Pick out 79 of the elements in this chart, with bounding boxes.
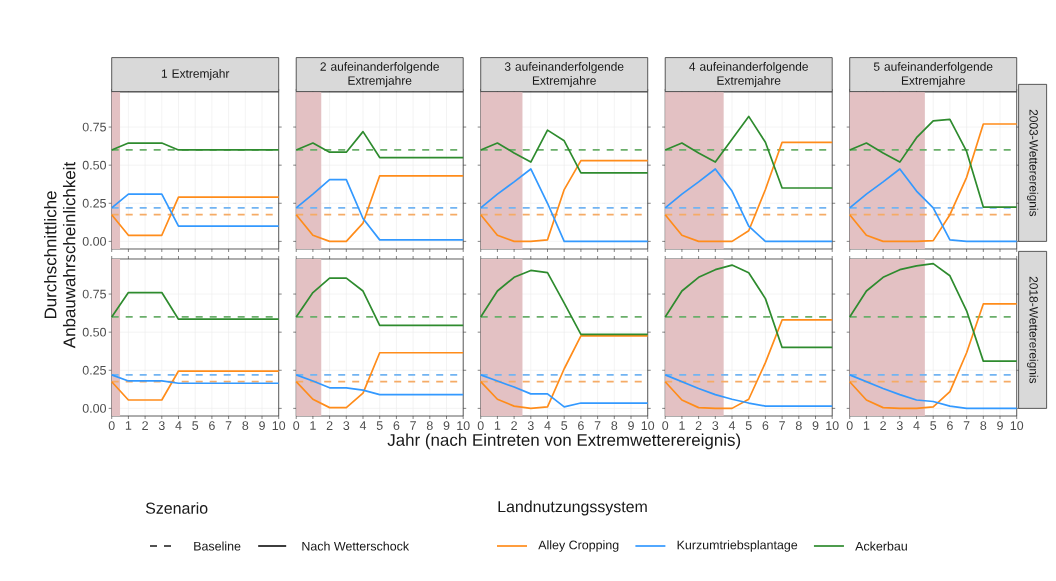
x-tick-label: 9	[628, 421, 634, 431]
y-tick-label: 0.00	[82, 403, 107, 413]
x-tick-label: 9	[443, 421, 450, 431]
x-tick-label: 8	[611, 421, 618, 431]
x-tick-label: 8	[242, 421, 249, 431]
x-tick-label: 5	[192, 421, 199, 430]
y-tick-label: 0.50	[82, 327, 107, 337]
x-tick-label: 6	[393, 421, 400, 431]
x-tick-label: 0	[108, 421, 115, 431]
x-axis-title: Jahr (nach Eintreten von Extremwetterereignis)	[387, 433, 741, 450]
text: Baseline	[194, 541, 241, 551]
x-tick-label: 0	[477, 421, 484, 431]
x-tick-label: 4	[359, 421, 367, 430]
x-tick-label: 4	[913, 421, 920, 430]
x-tick-label: 7	[225, 421, 232, 430]
y-tick-label: 0.00	[82, 236, 107, 246]
x-tick-label: 6	[762, 421, 769, 431]
x-tick-label: 6	[947, 421, 953, 431]
x-tick-label: 8	[980, 421, 987, 431]
x-tick-label: 10	[1010, 421, 1024, 431]
y-tick-label: 0.75	[82, 122, 106, 132]
x-tick-label: 7	[779, 421, 785, 430]
text: 2018-Wetterereignis	[1027, 276, 1039, 384]
x-tick-label: 7	[594, 421, 601, 430]
x-tick-label: 1	[863, 421, 870, 430]
legend-label: Ackerbau	[855, 541, 907, 551]
legend-label: Kurzumtriebsplantage	[677, 540, 798, 552]
x-tick-label: 3	[527, 421, 534, 431]
x-tick-label: 6	[578, 421, 584, 431]
chart-title: 3 aufeinanderfolgende Extremjahre	[504, 62, 624, 88]
chart-title: 2 aufeinanderfolgende Extremjahre	[320, 62, 439, 88]
x-tick-label: 4	[544, 421, 551, 430]
x-tick-label: 1	[125, 421, 132, 430]
x-tick-label: 9	[812, 421, 819, 431]
x-tick-label: 4	[175, 421, 182, 430]
x-tick-label: 6	[209, 421, 215, 431]
x-tick-label: 5	[561, 421, 568, 430]
x-tick-label: 0	[293, 421, 300, 431]
x-tick-label: 10	[457, 421, 470, 431]
x-tick-label: 7	[410, 421, 416, 430]
x-tick-label: 2	[695, 421, 702, 430]
x-tick-label: 2	[511, 421, 517, 430]
legend-label: Alley Cropping	[538, 540, 619, 552]
chart-title: 1 Extremjahr	[161, 69, 230, 81]
x-tick-label: 5	[376, 421, 383, 430]
y-axis-title: Durchschnittliche Anbauwahrscheinlichkeit	[44, 161, 76, 349]
x-tick-label: 3	[343, 421, 350, 431]
x-tick-label: 3	[712, 421, 719, 431]
y-tick-label: 0.50	[82, 160, 107, 170]
x-tick-label: 8	[426, 421, 433, 431]
y-tick-label: 0.25	[82, 365, 106, 375]
text: Nach Wetterschock	[302, 541, 410, 551]
y-tick-label: 0.25	[82, 198, 106, 208]
x-tick-label: 9	[259, 421, 265, 431]
x-tick-label: 4	[728, 421, 736, 430]
x-tick-label: 3	[158, 421, 165, 431]
x-tick-label: 9	[997, 421, 1003, 431]
x-tick-label: 10	[826, 421, 839, 431]
y-tick-label: 0.75	[82, 289, 106, 299]
text: 2003-Wetterereignis	[1027, 109, 1039, 217]
x-tick-label: 10	[272, 421, 286, 431]
x-tick-label: 8	[795, 421, 802, 431]
x-tick-label: 1	[494, 421, 501, 430]
x-tick-label: 1	[679, 421, 685, 430]
x-tick-label: 2	[880, 421, 886, 430]
x-tick-label: 3	[896, 421, 903, 431]
x-tick-label: 5	[745, 421, 752, 430]
x-tick-label: 7	[963, 421, 970, 430]
x-tick-label: 0	[846, 421, 853, 431]
chart-title: 4 aufeinanderfolgende Extremjahre	[689, 62, 808, 88]
x-tick-label: 1	[310, 421, 316, 430]
legend-title: Landnutzungssystem	[498, 500, 647, 516]
x-tick-label: 5	[930, 421, 937, 430]
x-tick-label: 2	[326, 421, 333, 430]
x-tick-label: 0	[662, 421, 669, 431]
x-tick-label: 10	[641, 421, 655, 431]
text: Szenario	[145, 502, 208, 514]
chart-title: 5 aufeinanderfolgende Extremjahre	[873, 62, 993, 88]
x-tick-label: 2	[142, 421, 148, 430]
